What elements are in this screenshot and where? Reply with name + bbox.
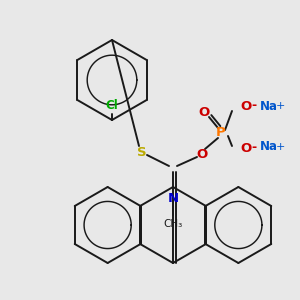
Text: +: + xyxy=(276,101,285,111)
Text: P: P xyxy=(216,127,226,140)
Text: N: N xyxy=(167,192,178,205)
Text: O: O xyxy=(240,100,251,113)
Text: Na: Na xyxy=(260,140,278,154)
Text: Cl: Cl xyxy=(106,99,118,112)
Text: O: O xyxy=(196,148,208,161)
Text: -: - xyxy=(251,140,256,154)
Text: Na: Na xyxy=(260,100,278,112)
Text: -: - xyxy=(251,100,256,112)
Text: S: S xyxy=(137,146,147,158)
Text: O: O xyxy=(198,106,210,118)
Text: CH₃: CH₃ xyxy=(164,219,183,229)
Text: O: O xyxy=(240,142,251,154)
Text: +: + xyxy=(276,142,285,152)
